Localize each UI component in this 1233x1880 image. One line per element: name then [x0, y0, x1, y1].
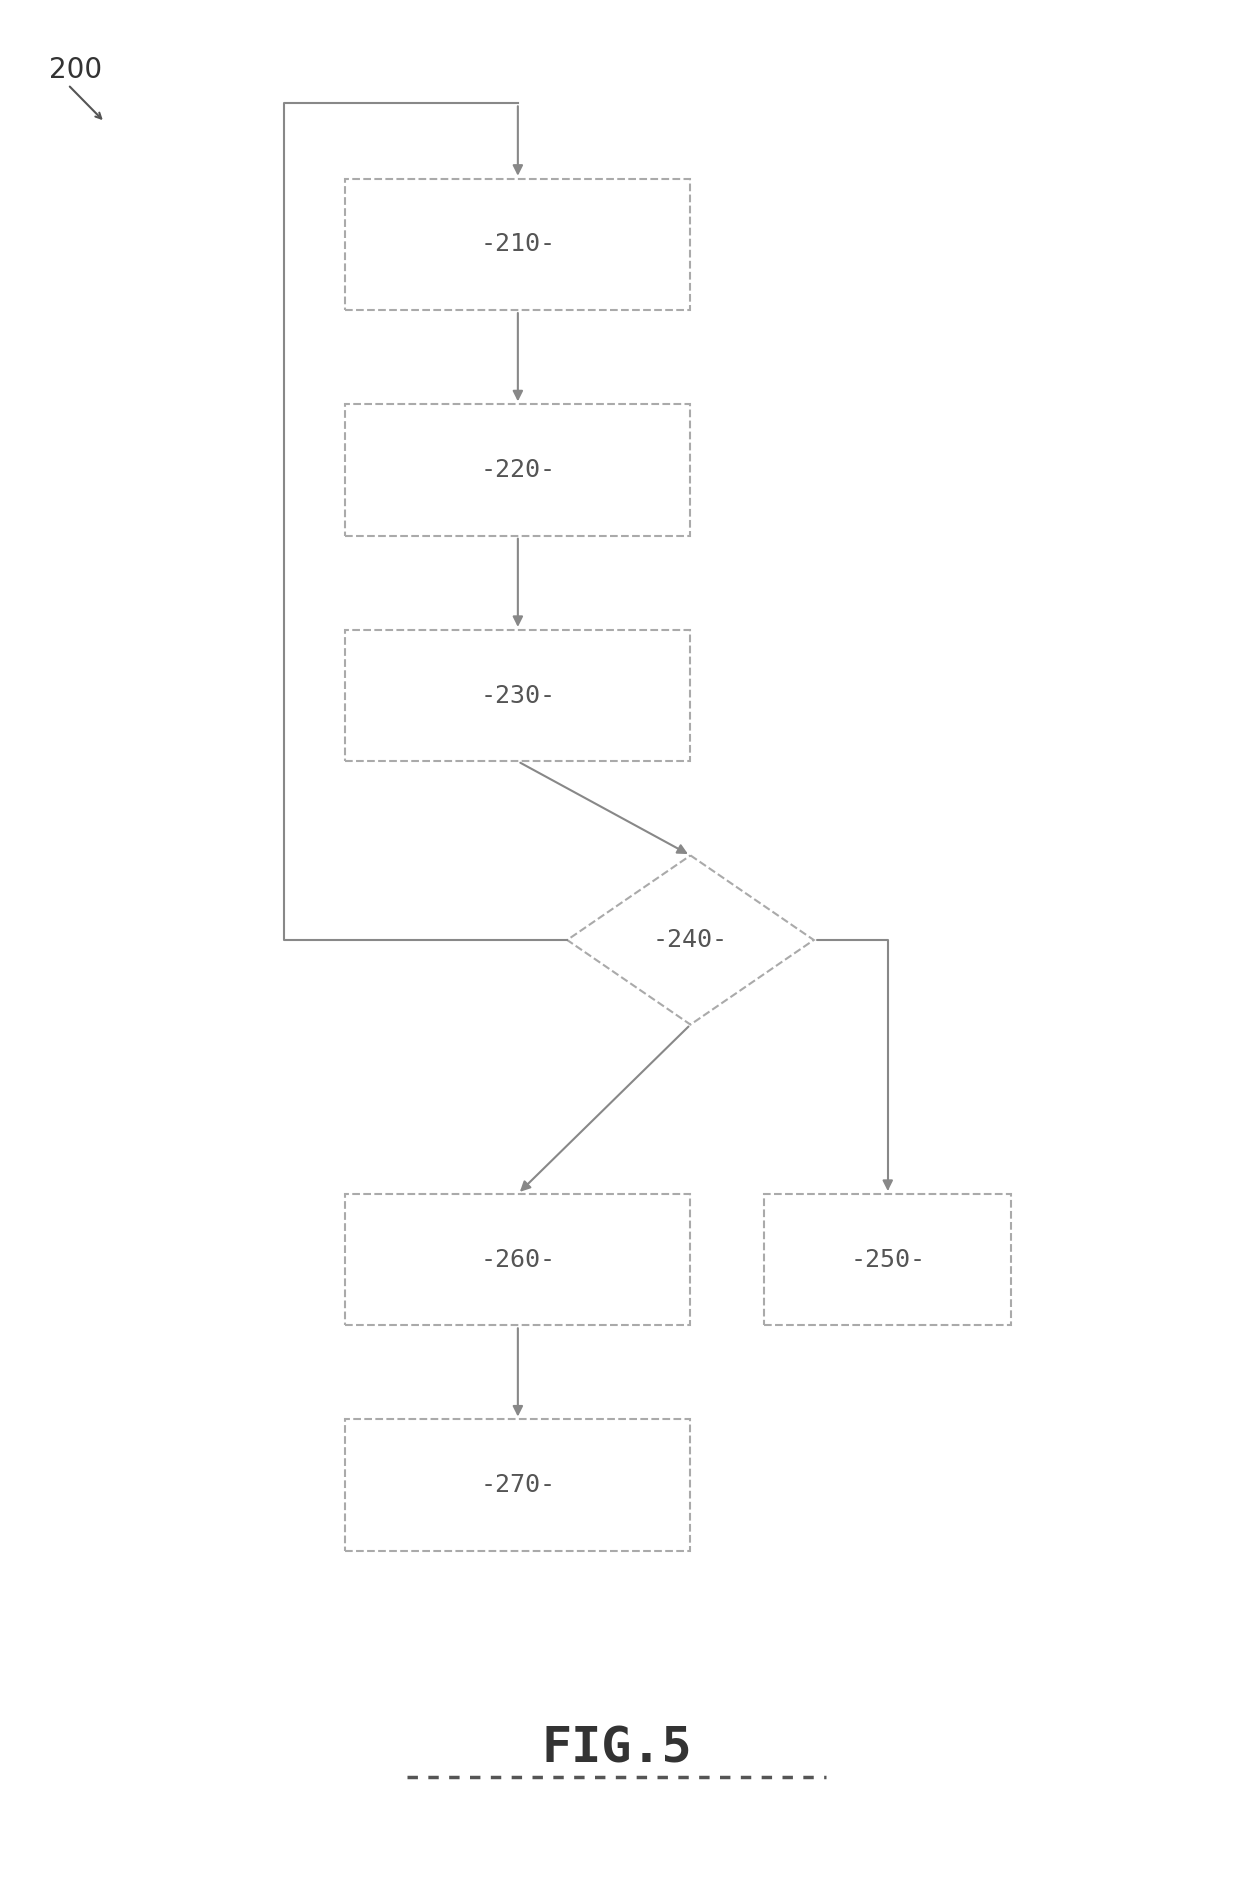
FancyBboxPatch shape: [345, 1419, 690, 1551]
Text: 200: 200: [49, 56, 102, 85]
Text: -220-: -220-: [481, 459, 555, 481]
FancyBboxPatch shape: [345, 404, 690, 536]
Text: FIG.5: FIG.5: [541, 1724, 692, 1773]
Text: -250-: -250-: [851, 1248, 925, 1271]
Text: -270-: -270-: [481, 1474, 555, 1496]
Text: -230-: -230-: [481, 684, 555, 707]
Text: -240-: -240-: [653, 929, 727, 951]
Text: -260-: -260-: [481, 1248, 555, 1271]
Polygon shape: [567, 855, 814, 1025]
FancyBboxPatch shape: [764, 1194, 1011, 1325]
FancyBboxPatch shape: [345, 630, 690, 761]
FancyBboxPatch shape: [345, 1194, 690, 1325]
Text: -210-: -210-: [481, 233, 555, 256]
FancyBboxPatch shape: [345, 179, 690, 310]
